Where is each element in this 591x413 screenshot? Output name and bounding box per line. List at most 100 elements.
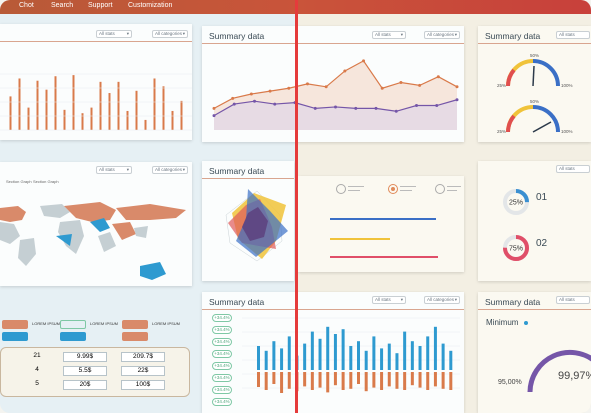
gauge-panel: Summary data All stats 50% 25% 100% 50% …	[478, 26, 591, 142]
data-point	[212, 114, 216, 118]
categories-dropdown-label: All categories	[427, 32, 455, 37]
bar	[90, 107, 93, 130]
bar	[36, 80, 39, 130]
bar	[144, 119, 147, 130]
data-point	[273, 102, 277, 106]
bar	[333, 372, 337, 386]
categories-dropdown-label: All categories	[155, 167, 183, 172]
bar	[364, 372, 368, 392]
bar	[441, 343, 445, 370]
panel-title: Summary data	[209, 297, 265, 307]
categories-dropdown-label: All categories	[427, 297, 455, 302]
data-point	[436, 75, 440, 79]
categories-dropdown-label: All categories	[155, 31, 183, 36]
bar	[72, 75, 75, 130]
data-point	[354, 106, 358, 110]
bar	[272, 372, 276, 384]
stats-dropdown[interactable]: All stats	[556, 31, 590, 39]
chevron-down-icon: ▾	[400, 32, 403, 37]
stats-dropdown-label: All stats	[99, 167, 115, 172]
bar	[135, 90, 138, 130]
nav-item-chot[interactable]: Chot	[19, 2, 34, 9]
bar	[449, 372, 453, 390]
stats-dropdown[interactable]: All stats ▾	[372, 31, 406, 39]
stats-dropdown[interactable]: All stats ▾	[96, 166, 132, 174]
bar	[117, 81, 120, 130]
gauge-top: 50% 25% 100%	[497, 53, 573, 88]
stats-dropdown[interactable]: All stats	[556, 296, 590, 304]
radar-chart	[225, 189, 288, 262]
minimum-left-value: 95,00%	[498, 379, 522, 386]
data-point	[305, 82, 309, 86]
data-point	[374, 106, 378, 110]
bar	[18, 78, 21, 130]
data-point	[212, 106, 216, 110]
radar-chart-panel: Summary data	[202, 161, 294, 281]
bar	[433, 326, 437, 370]
bar	[341, 329, 345, 370]
bar	[395, 372, 399, 389]
progress-panel	[298, 176, 464, 272]
bar	[449, 350, 453, 370]
item-swatch	[122, 320, 148, 329]
bar	[153, 78, 156, 130]
nav-item-search[interactable]: Search	[51, 2, 74, 9]
stats-dropdown[interactable]: All stats ▾	[96, 30, 132, 38]
slider-track[interactable]	[330, 218, 436, 220]
bar	[257, 346, 260, 370]
categories-dropdown[interactable]: All categories ▾	[424, 296, 460, 304]
data-point	[399, 80, 403, 84]
table-cell: 4	[35, 366, 39, 373]
stats-dropdown-label: All stats	[559, 32, 575, 37]
map-legend-label: Section Graph	[6, 179, 32, 184]
stats-dropdown[interactable]: All stats ▾	[372, 296, 406, 304]
minimum-arc	[527, 349, 591, 393]
data-point	[362, 59, 366, 63]
bar-chart-2-panel: Summary data All stats ▾ All categories ▾ …	[202, 292, 464, 413]
categories-dropdown[interactable]: All categories ▾	[152, 30, 188, 38]
categories-dropdown[interactable]: All categories ▾	[152, 166, 188, 174]
slider-track[interactable]	[330, 256, 438, 258]
bar	[380, 372, 384, 390]
circle-icon	[524, 321, 528, 325]
stats-dropdown[interactable]: All stats	[556, 165, 590, 173]
bar	[410, 341, 414, 370]
gauge-needle	[532, 121, 552, 133]
series-line	[213, 60, 458, 109]
world-map-panel: All stats ▾ All categories ▾ Section Graph…	[0, 162, 192, 286]
table-cell: 5.5$	[63, 366, 107, 376]
donut-value: 75%	[509, 246, 523, 253]
divider-line	[202, 43, 464, 44]
chevron-down-icon: ▾	[454, 32, 457, 37]
slider-track[interactable]	[330, 238, 390, 240]
bar	[326, 372, 330, 393]
categories-dropdown[interactable]: All categories ▾	[424, 31, 460, 39]
divider-line	[478, 43, 591, 44]
bar-chart	[0, 73, 192, 131]
donut-charts: 25% 01 75% 02	[503, 189, 548, 261]
nav-item-support[interactable]: Support	[88, 2, 113, 9]
bar	[310, 331, 314, 370]
bar	[357, 372, 360, 384]
comparison-divider	[295, 0, 298, 413]
bar	[162, 86, 165, 130]
gauge-bottom-right-label: 100%	[561, 129, 573, 134]
table-cell: 5	[35, 380, 39, 387]
chevron-down-icon: ▾	[126, 31, 129, 36]
donut-value: 25%	[509, 200, 523, 207]
data-point	[253, 99, 256, 103]
nav-item-customization[interactable]: Customization	[128, 2, 173, 9]
change-badge: +34.4%	[212, 362, 232, 370]
bar	[426, 336, 430, 370]
circle-icon	[388, 184, 398, 194]
gauge-bottom-left-label: 25%	[497, 129, 506, 134]
bar	[9, 96, 12, 130]
divider-line	[478, 309, 591, 310]
table-cell: 100$	[121, 380, 165, 390]
data-point	[394, 109, 398, 113]
change-badge: +34.4%	[212, 350, 232, 358]
minimum-right-value: 99,97%	[558, 370, 591, 382]
data-point	[415, 104, 418, 108]
data-point	[455, 98, 459, 102]
